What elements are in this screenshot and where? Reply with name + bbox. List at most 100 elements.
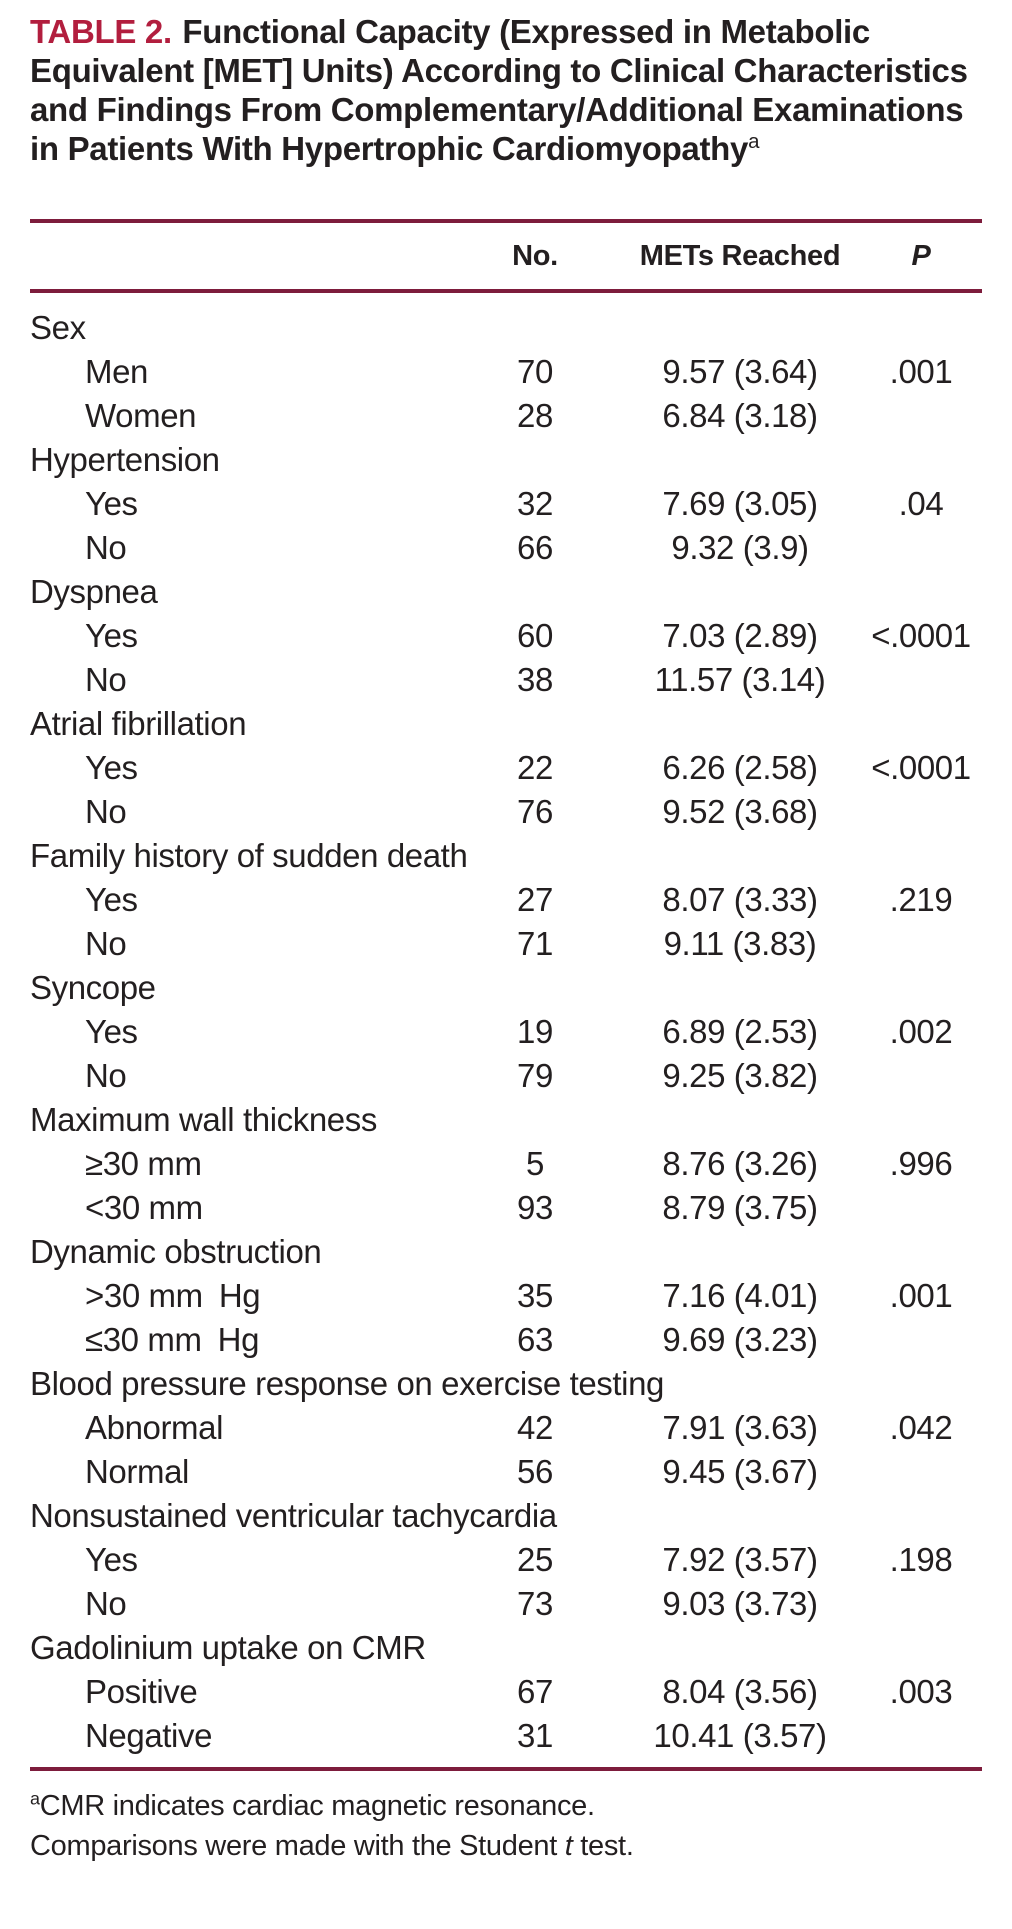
table-row: >30 mm Hg 35 7.16 (4.01) .001	[30, 1274, 982, 1318]
row-label: ≥30 mm	[85, 1145, 202, 1182]
cell-no: 73	[517, 1585, 553, 1622]
cell-no: 5	[526, 1145, 544, 1182]
cell-mets-reached: 9.11 (3.83)	[663, 925, 817, 962]
table-category-row: Syncope	[30, 966, 982, 1010]
table-row: Women 28 6.84 (3.18)	[30, 394, 982, 438]
table-row: ≥30 mm 5 8.76 (3.26) .996	[30, 1142, 982, 1186]
cell-p-value: <.0001	[871, 749, 971, 786]
footnote-comparisons-post: test.	[572, 1830, 634, 1862]
cell-no: 28	[517, 397, 553, 434]
table-row: Yes 25 7.92 (3.57) .198	[30, 1538, 982, 1582]
table-category-row: Hypertension	[30, 438, 982, 482]
table-row: Abnormal 42 7.91 (3.63) .042	[30, 1406, 982, 1450]
cell-mets-reached: 6.84 (3.18)	[662, 397, 818, 434]
footnote-marker: a	[30, 1788, 40, 1809]
cell-p-value: .042	[889, 1409, 953, 1446]
cell-no: 67	[517, 1673, 553, 1710]
table-number-label: TABLE 2.	[30, 13, 172, 50]
row-label: ≤30 mm Hg	[85, 1321, 260, 1358]
table-title-text: Functional Capacity (Expressed in Metabo…	[30, 13, 968, 167]
cell-mets-reached: 9.25 (3.82)	[662, 1057, 818, 1094]
column-header-p-value: P	[911, 239, 931, 272]
cell-no: 19	[517, 1013, 553, 1050]
footnote-cmr-text: CMR indicates cardiac magnetic resonance…	[39, 1790, 595, 1822]
cell-mets-reached: 7.03 (2.89)	[662, 617, 818, 654]
row-label: Abnormal	[85, 1409, 224, 1446]
cell-mets-reached: 7.91 (3.63)	[662, 1409, 818, 1446]
cell-mets-reached: 9.45 (3.67)	[662, 1453, 818, 1490]
table-category-row: Family history of sudden death	[30, 834, 982, 878]
table-row: <30 mm 93 8.79 (3.75)	[30, 1186, 982, 1230]
row-label: No	[85, 661, 127, 698]
cell-no: 42	[517, 1409, 553, 1446]
table-title: TABLE 2. Functional Capacity (Expressed i…	[30, 12, 982, 168]
top-rule	[30, 219, 982, 223]
row-label: Yes	[85, 617, 138, 654]
cell-mets-reached: 6.26 (2.58)	[662, 749, 818, 786]
cell-mets-reached: 8.76 (3.26)	[662, 1145, 818, 1182]
category-label: Syncope	[30, 969, 156, 1006]
cell-mets-reached: 8.04 (3.56)	[662, 1673, 818, 1710]
cell-mets-reached: 10.41 (3.57)	[653, 1717, 827, 1754]
cell-no: 93	[517, 1189, 553, 1226]
cell-no: 70	[517, 353, 553, 390]
cell-no: 79	[517, 1057, 553, 1094]
row-label: Yes	[85, 881, 138, 918]
table-body: Sex Men 70 9.57 (3.64) .001 Women 28 6.84 (3.18…	[30, 293, 984, 1758]
table-category-row: Sex	[30, 306, 982, 350]
cell-mets-reached: 8.79 (3.75)	[662, 1189, 818, 1226]
cell-no: 35	[517, 1277, 553, 1314]
footnote-comparisons: Comparisons were made with the Student t…	[30, 1826, 984, 1866]
category-label: Atrial fibrillation	[30, 705, 247, 742]
cell-mets-reached: 6.89 (2.53)	[662, 1013, 818, 1050]
row-label: No	[85, 529, 127, 566]
cell-p-value: .003	[889, 1673, 953, 1710]
table-category-row: Dyspnea	[30, 570, 982, 614]
category-label: Maximum wall thickness	[30, 1101, 377, 1138]
table-category-row: Maximum wall thickness	[30, 1098, 982, 1142]
cell-no: 25	[517, 1541, 553, 1578]
table-row: Yes 27 8.07 (3.33) .219	[30, 878, 982, 922]
cell-mets-reached: 11.57 (3.14)	[654, 661, 826, 698]
row-label: Yes	[85, 749, 138, 786]
cell-no: 63	[517, 1321, 553, 1358]
table-row: Yes 19 6.89 (2.53) .002	[30, 1010, 982, 1054]
footnote-comparisons-italic-t: t	[564, 1830, 573, 1862]
table-row: Yes 22 6.26 (2.58) <.0001	[30, 746, 982, 790]
cell-no: 38	[517, 661, 553, 698]
footnote-cmr: aCMR indicates cardiac magnetic resonanc…	[30, 1786, 984, 1826]
table-row: Yes 32 7.69 (3.05) .04	[30, 482, 982, 526]
category-label: Dyspnea	[30, 573, 158, 610]
cell-p-value: .001	[889, 1277, 953, 1314]
cell-p-value: .198	[889, 1541, 953, 1578]
table-category-row: Atrial fibrillation	[30, 702, 982, 746]
table-row: No 38 11.57 (3.14)	[30, 658, 982, 702]
cell-p-value: <.0001	[871, 617, 971, 654]
table-category-row: Nonsustained ventricular tachycardia	[30, 1494, 982, 1538]
table-row: Yes 60 7.03 (2.89) <.0001	[30, 614, 982, 658]
table-category-row: Blood pressure response on exercise test…	[30, 1362, 982, 1406]
column-header-mets-reached: METs Reached	[639, 239, 841, 272]
table-row: Normal 56 9.45 (3.67)	[30, 1450, 982, 1494]
row-label: Negative	[85, 1717, 213, 1754]
row-label: >30 mm Hg	[85, 1277, 261, 1314]
row-label: No	[85, 1585, 127, 1622]
header-rule	[30, 289, 982, 293]
row-label: No	[85, 925, 127, 962]
table-category-row: Gadolinium uptake on CMR	[30, 1626, 982, 1670]
cell-no: 76	[517, 793, 553, 830]
category-label: Sex	[30, 309, 86, 346]
table-row: Negative 31 10.41 (3.57)	[30, 1714, 982, 1758]
cell-no: 56	[517, 1453, 553, 1490]
footnote-comparisons-pre: Comparisons were made with the Student	[30, 1830, 565, 1862]
cell-mets-reached: 7.16 (4.01)	[662, 1277, 818, 1314]
table-row: No 71 9.11 (3.83)	[30, 922, 982, 966]
row-label: Positive	[85, 1673, 198, 1710]
row-label: Normal	[85, 1453, 189, 1490]
table-row: Men 70 9.57 (3.64) .001	[30, 350, 982, 394]
footnotes: aCMR indicates cardiac magnetic resonanc…	[30, 1786, 984, 1866]
table-row: No 79 9.25 (3.82)	[30, 1054, 982, 1098]
cell-p-value: .001	[889, 353, 953, 390]
bottom-rule	[30, 1767, 982, 1771]
table-header-row: No. METs Reached P	[30, 223, 982, 289]
